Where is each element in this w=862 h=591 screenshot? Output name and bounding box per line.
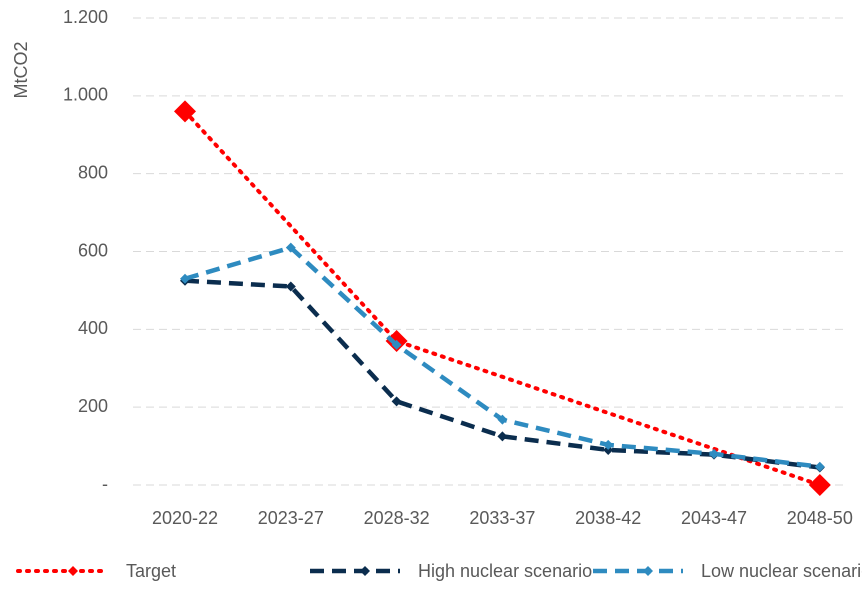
y-tick-label: 800 (78, 162, 108, 182)
marker (497, 431, 508, 442)
series-line (183, 109, 822, 487)
y-tick-label: 200 (78, 396, 108, 416)
legend-marker (68, 566, 78, 576)
marker (497, 414, 508, 425)
legend-marker (643, 566, 653, 576)
y-tick-label: 1.200 (63, 7, 108, 27)
legend-label: High nuclear scenario (418, 561, 592, 581)
y-tick-label: 600 (78, 240, 108, 260)
x-tick-label: 2028-32 (364, 508, 430, 528)
marker (391, 339, 402, 350)
marker (814, 461, 825, 472)
x-tick-label: 2023-27 (258, 508, 324, 528)
legend-label: Target (126, 561, 176, 581)
marker (603, 444, 614, 455)
x-tick-label: 2048-50 (787, 508, 853, 528)
x-tick-label: 2020-22 (152, 508, 218, 528)
y-tick-label: - (102, 474, 108, 494)
marker (709, 448, 719, 459)
marker (603, 439, 614, 450)
x-tick-label: 2038-42 (575, 508, 641, 528)
legend-marker (360, 566, 370, 576)
x-tick-label: 2043-47 (681, 508, 747, 528)
marker (174, 100, 196, 123)
marker (391, 396, 402, 407)
y-axis-label: MtCO2 (11, 41, 31, 98)
marker (180, 273, 190, 284)
x-tick-label: 2033-37 (469, 508, 535, 528)
legend-label: Low nuclear scenario (701, 561, 862, 581)
marker (285, 281, 296, 292)
y-tick-label: 400 (78, 318, 108, 338)
marker (285, 242, 296, 253)
marker (808, 474, 831, 496)
y-tick-label: 1.000 (63, 85, 108, 105)
